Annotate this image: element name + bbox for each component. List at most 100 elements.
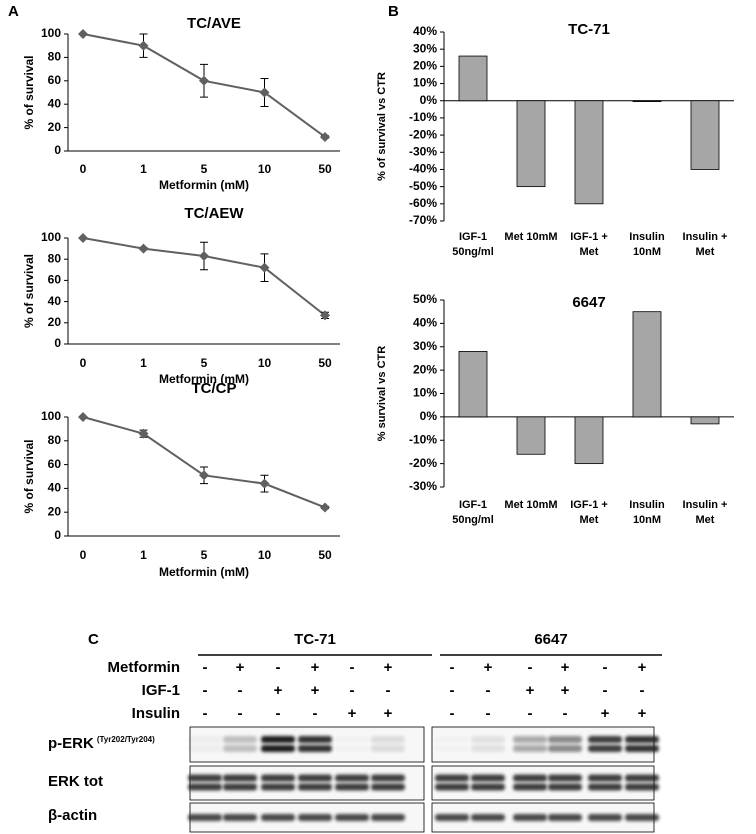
marker [320,502,330,513]
blot-band [588,783,622,791]
x-axis-title: Metformin (mM) [159,372,249,386]
sign: - [528,705,533,722]
blot-band [335,736,369,743]
chart-title: 6647 [572,294,605,311]
y-tick-label: 0 [54,528,61,542]
x-tick-label: 10 [258,162,272,176]
y-tick-label: 100 [41,230,61,244]
x-tick-label: IGF-1 [459,499,487,511]
chart-title: TC/AVE [187,15,241,32]
y-axis-title: % of survival vs CTR [376,72,388,181]
y-tick-label: 80 [48,251,62,265]
marker [320,131,330,142]
blot-band [188,736,222,743]
x-axis-title: Metformin (mM) [159,565,249,579]
y-tick-label: 0% [420,409,438,423]
blot-band [588,814,622,821]
y-tick-label: 40 [48,481,62,495]
blot-band [435,736,469,743]
y-tick-label: 20 [48,315,62,329]
sign: + [638,659,647,676]
y-tick-label: 10% [413,386,437,400]
sign: + [526,682,535,699]
y-tick-label: 60 [48,457,62,471]
x-tick-label: Met [696,246,715,258]
sign: - [450,705,455,722]
y-tick-label: 40% [413,316,437,330]
x-tick-label: 10 [258,548,272,562]
blot-band [188,814,222,821]
sign: - [203,659,208,676]
blot-band [471,783,505,791]
treatment-label: IGF-1 [142,682,180,699]
sign: + [311,682,320,699]
blot-band [298,783,332,791]
marker [78,233,88,243]
marker [138,243,149,254]
chart-title: TC-71 [568,21,610,38]
sign: + [311,659,320,676]
x-tick-label: 0 [80,548,87,562]
blot-band [261,745,295,752]
blot-band [261,774,295,782]
sign: - [276,659,281,676]
marker [199,251,209,262]
x-tick-label: Met 10mM [504,499,557,511]
x-tick-label: Insulin [629,499,665,511]
x-tick-label: IGF-1 + [570,499,608,511]
sign: + [484,659,493,676]
blot-band [298,774,332,782]
chart-title: TC/AEW [184,205,244,222]
x-tick-label: 1 [140,548,147,562]
y-tick-label: -40% [409,162,437,176]
x-tick-label: 5 [201,356,208,370]
sign: - [386,682,391,699]
x-tick-label: Insulin + [683,231,728,243]
blot-band [223,814,257,821]
blot-name: p-ERK [48,735,94,752]
x-tick-label: Met [580,246,599,258]
y-tick-label: 20% [413,362,437,376]
sign: - [486,705,491,722]
bar [574,100,604,205]
blot-band [188,745,222,752]
bar [458,55,488,102]
x-tick-label: 10 [258,356,272,370]
x-tick-label: 10nM [633,514,661,526]
bar [574,416,604,465]
blot-band [471,745,505,752]
y-tick-label: -30% [409,144,437,158]
blot-band [335,814,369,821]
blot-label: ERK tot [48,773,103,790]
x-tick-label: 1 [140,356,147,370]
y-tick-label: 20% [413,59,437,73]
sign: - [603,659,608,676]
x-tick-label: 50 [318,356,332,370]
marker [199,75,209,86]
blot-band [298,814,332,821]
blot-band [223,745,257,752]
blot-band [513,814,547,821]
y-tick-label: 60 [48,273,62,287]
x-tick-label: 5 [201,162,208,176]
blot-band [188,783,222,791]
y-tick-label: -50% [409,179,437,193]
blot-band [625,736,659,743]
y-tick-label: 20 [48,120,62,134]
group-label: TC-71 [294,631,336,648]
blot-band [371,774,405,782]
sign: - [203,682,208,699]
marker [320,310,330,321]
blot-band [548,745,582,752]
x-tick-label: Met [696,514,715,526]
sign: - [603,682,608,699]
blot-frame [189,726,425,763]
sign: + [348,705,357,722]
blot-band [513,745,547,752]
marker [199,470,209,481]
y-axis-title: % of survival [22,254,36,328]
x-tick-label: IGF-1 + [570,231,608,243]
x-tick-label: IGF-1 [459,231,487,243]
treatment-label: Insulin [132,705,180,722]
sign: - [276,705,281,722]
